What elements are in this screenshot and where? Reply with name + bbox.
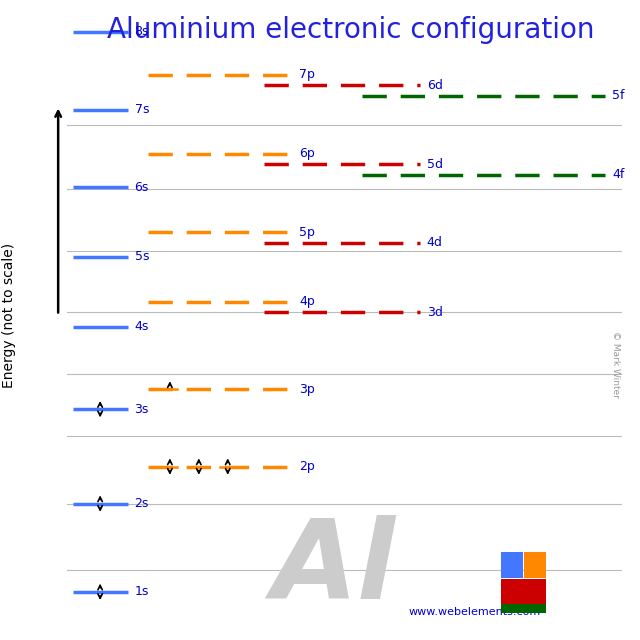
Text: Aluminium electronic configuration: Aluminium electronic configuration: [107, 16, 594, 44]
Text: 1s: 1s: [134, 586, 149, 598]
Text: © Mark Winter: © Mark Winter: [611, 332, 620, 398]
Text: 4p: 4p: [300, 295, 316, 308]
Text: Energy (not to scale): Energy (not to scale): [2, 243, 16, 388]
Text: 5s: 5s: [134, 250, 149, 263]
Text: 2s: 2s: [134, 497, 149, 510]
Text: 6d: 6d: [427, 79, 443, 92]
Text: 5d: 5d: [427, 158, 443, 171]
Text: 7p: 7p: [300, 68, 316, 81]
Text: 8s: 8s: [134, 25, 149, 38]
Text: Al: Al: [271, 515, 395, 622]
Text: 4d: 4d: [427, 236, 443, 249]
Text: 6s: 6s: [134, 180, 149, 193]
Text: www.webelements.com: www.webelements.com: [409, 607, 541, 616]
Text: 4f: 4f: [612, 168, 625, 181]
Text: 5f: 5f: [612, 90, 625, 102]
Text: 7s: 7s: [134, 104, 149, 116]
Text: 5p: 5p: [300, 226, 316, 239]
Bar: [501, 552, 523, 578]
Text: 2p: 2p: [300, 460, 316, 473]
Bar: [524, 552, 546, 578]
Bar: [501, 579, 546, 604]
Text: 4s: 4s: [134, 320, 149, 333]
Text: 3s: 3s: [134, 403, 149, 416]
Bar: [501, 604, 546, 613]
Text: 6p: 6p: [300, 147, 316, 160]
Text: 3d: 3d: [427, 306, 443, 319]
Text: 3p: 3p: [300, 383, 316, 396]
